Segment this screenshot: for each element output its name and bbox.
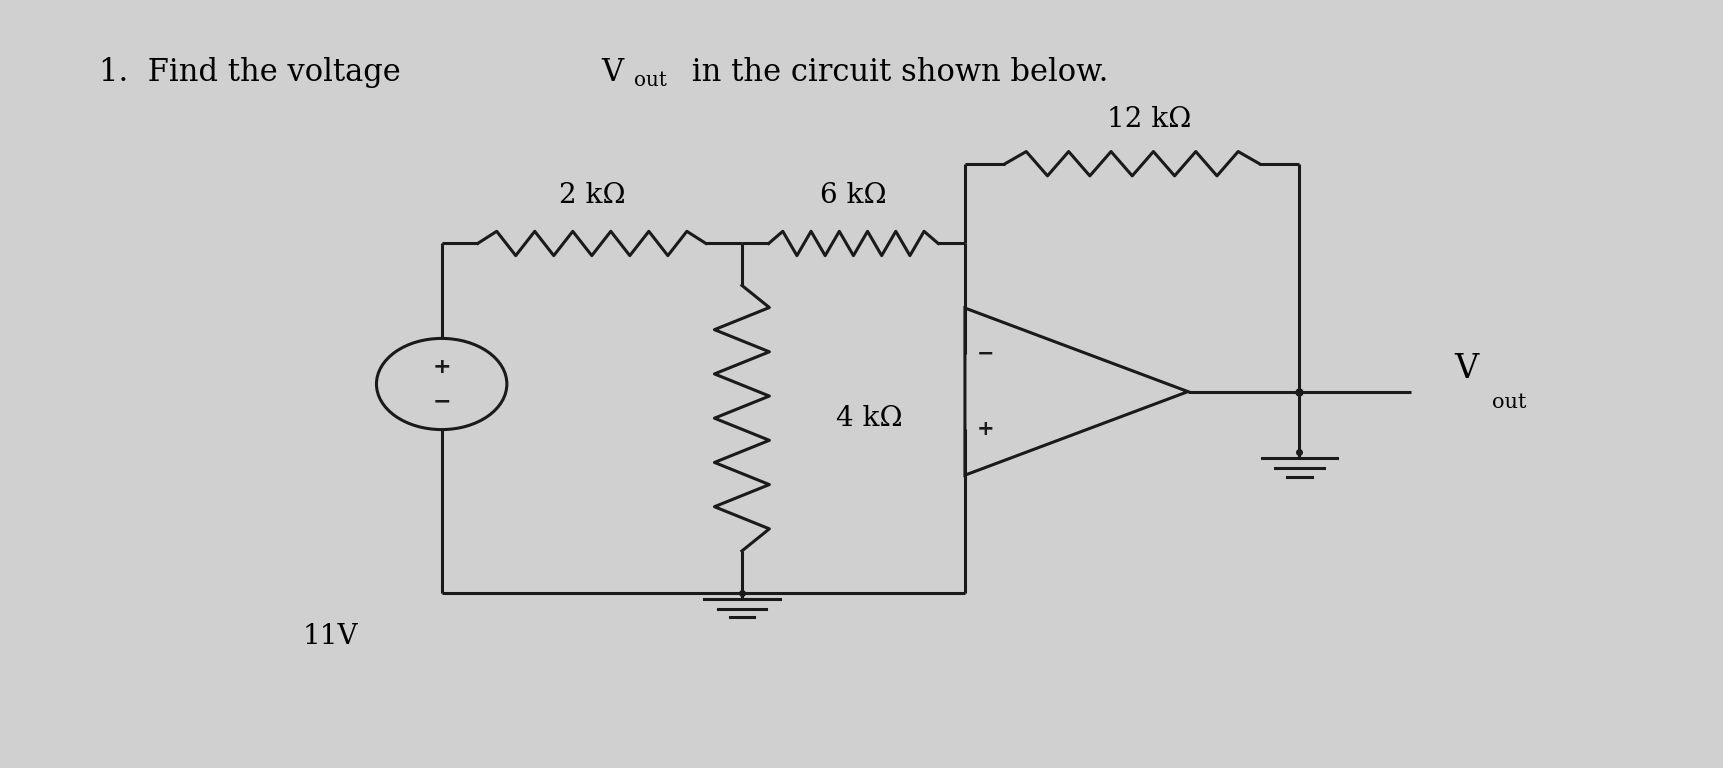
- Text: out: out: [634, 71, 667, 90]
- Text: V: V: [1452, 353, 1477, 385]
- Text: V: V: [601, 58, 624, 88]
- Text: −: −: [432, 392, 451, 412]
- Text: in the circuit shown below.: in the circuit shown below.: [682, 58, 1108, 88]
- Text: 12 kΩ: 12 kΩ: [1106, 106, 1191, 134]
- Text: −: −: [977, 344, 994, 364]
- Text: +: +: [977, 419, 994, 439]
- Text: out: out: [1490, 393, 1525, 412]
- Text: 6 kΩ: 6 kΩ: [820, 182, 886, 209]
- Text: 1.  Find the voltage: 1. Find the voltage: [98, 58, 410, 88]
- Text: 11V: 11V: [302, 624, 358, 650]
- Text: 2 kΩ: 2 kΩ: [558, 182, 625, 209]
- Text: 4 kΩ: 4 kΩ: [836, 405, 903, 432]
- Text: +: +: [432, 356, 451, 376]
